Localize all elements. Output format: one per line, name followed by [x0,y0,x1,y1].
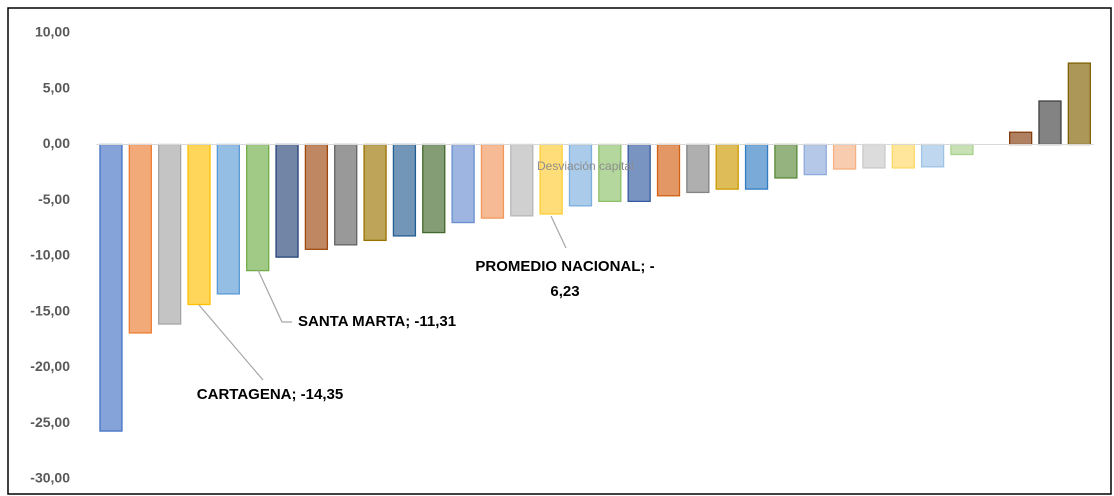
annotation-label: CARTAGENA; -14,35 [197,386,343,403]
annotation-label: 6,23 [550,283,579,300]
bar [891,143,915,169]
y-tick-label: -15,00 [30,302,70,318]
bar [539,143,563,215]
bar [392,143,417,237]
bar [832,143,857,170]
bar [275,143,299,258]
y-tick-label: -20,00 [30,358,70,374]
bar [334,143,358,246]
y-tick-label: -5,00 [38,191,70,207]
bar [920,143,945,168]
annotation-label: PROMEDIO NACIONAL; - [475,258,654,275]
bar [99,143,123,432]
bar [803,143,827,176]
y-tick-label: 10,00 [35,24,70,40]
bar [363,143,387,242]
y-tick-label: -25,00 [30,414,70,430]
bar [656,143,681,197]
bar [1008,131,1033,146]
y-tick-label: -30,00 [30,470,70,486]
bar [480,143,505,219]
bar [686,143,710,194]
series-name: Desviación capital [537,159,634,173]
bar [568,143,593,207]
leader-line [257,269,292,323]
bar [246,143,270,272]
bar [744,143,769,190]
bar [774,143,798,179]
bar [158,143,182,325]
bar [510,143,534,217]
annotation-label: SANTA MARTA; -11,31 [298,313,456,330]
bar [862,143,886,169]
leader-line [198,304,264,381]
bar [304,143,329,250]
bar [422,143,446,234]
bar [216,143,240,295]
y-tick-label: -10,00 [30,247,70,263]
bar [451,143,475,224]
bar [128,143,152,334]
bar [1067,62,1091,146]
bar [187,143,211,306]
y-tick-label: 0,00 [43,135,70,151]
leader-line [550,215,567,249]
bar [715,143,739,190]
bar [950,143,974,156]
y-tick-label: 5,00 [43,79,70,95]
bar [1038,100,1062,146]
